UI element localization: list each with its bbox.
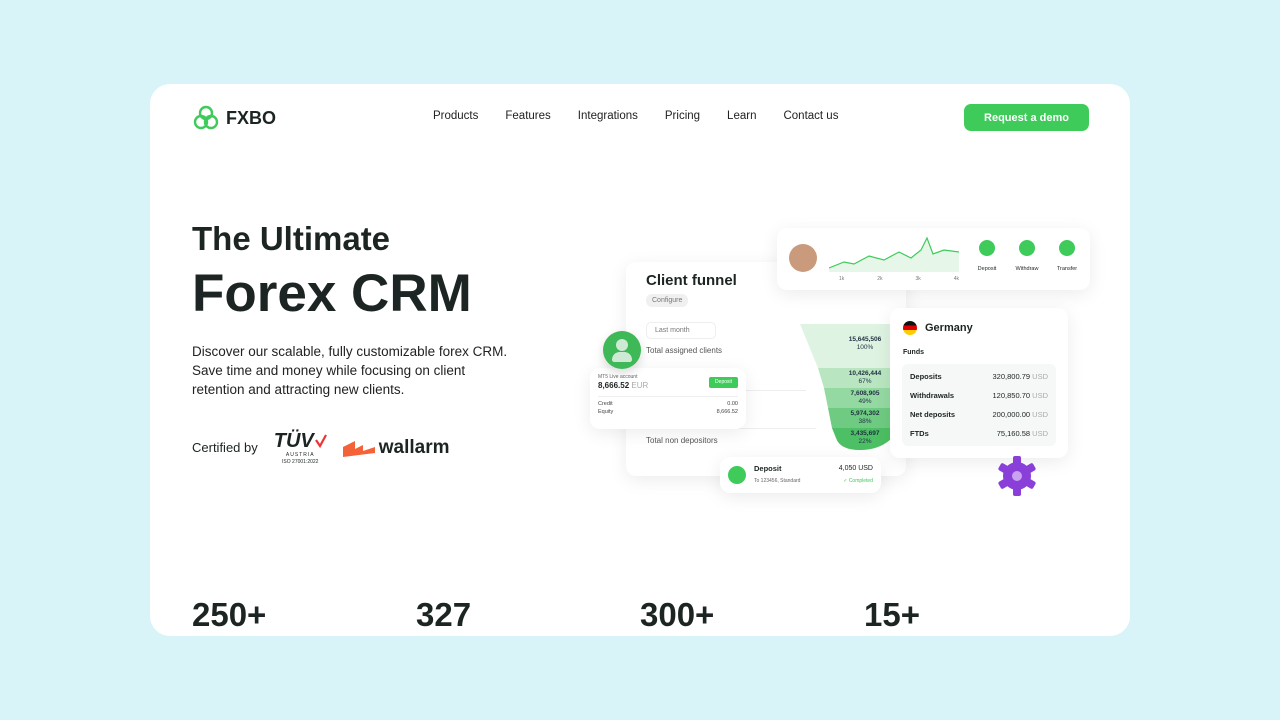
nav-features[interactable]: Features <box>505 110 551 122</box>
hero-description: Discover our scalable, fully customizabl… <box>192 344 508 397</box>
brand-name: FXBO <box>226 107 277 128</box>
fxbo-logo-icon <box>193 105 219 130</box>
funds-row: Deposits 320,800.79 USD <box>910 372 1048 381</box>
funnel-label-4: 5,974,302 38% <box>850 410 880 425</box>
deposit-icon <box>728 466 746 484</box>
funnel-segment-2 <box>818 368 892 388</box>
stat-2: 327 <box>416 596 472 633</box>
stat-3: 300+ <box>640 596 715 633</box>
tuv-check-icon <box>314 434 327 448</box>
wallarm-text: wallarm <box>378 437 450 458</box>
deposit-action[interactable]: Deposit <box>971 240 1003 273</box>
deposit-status: ✓ Completed <box>843 478 873 484</box>
nav-products[interactable]: Products <box>433 110 479 122</box>
funds-table: Deposits 320,800.79 USD Withdrawals 120,85… <box>902 364 1056 446</box>
funnel-segment-5 <box>832 428 892 450</box>
account-name: MT5 Live account <box>598 374 638 380</box>
total-assigned-label: Total assigned clients <box>646 346 723 355</box>
avatar <box>789 244 817 272</box>
funnel-label-1: 15,645,506 100% <box>848 336 882 351</box>
credit-row: Credit 0.00 <box>598 401 738 407</box>
funnel-label-5: 3,435,697 22% <box>850 430 880 445</box>
hero-title-line2: Forex CRM <box>192 264 472 323</box>
sparkline-ticks: 1k 2k 3k 4k <box>839 276 959 282</box>
nav-contact[interactable]: Contact us <box>783 110 839 122</box>
funds-row: FTDs 75,160.58 USD <box>910 429 1048 438</box>
stat-1: 250+ <box>192 596 267 633</box>
certified-label: Certified by <box>192 440 258 455</box>
request-demo-button[interactable]: Request a demo <box>964 104 1089 131</box>
funnel-title: Client funnel <box>646 272 737 289</box>
funds-row: Net deposits 200,000.00 USD <box>910 410 1048 419</box>
withdraw-action[interactable]: Withdraw <box>1011 240 1043 273</box>
transfer-action[interactable]: Transfer <box>1051 240 1083 273</box>
certifications: Certified by TÜV AUSTRIA ISO 27001:2022 … <box>192 430 450 466</box>
funnel-label-2: 10,426,444 67% <box>848 370 882 385</box>
sparkline-chart <box>829 236 959 272</box>
country-panel: Germany Funds Deposits 320,800.79 USD Wit… <box>890 308 1068 458</box>
funds-row: Withdrawals 120,850.70 USD <box>910 391 1048 400</box>
account-balance: 8,666.52 EUR <box>598 381 649 390</box>
funnel-segment-4 <box>828 408 892 428</box>
funds-label: Funds <box>903 349 924 356</box>
user-icon <box>603 331 641 369</box>
germany-flag-icon <box>903 321 917 335</box>
landing-card: FXBO Products Features Integrations Pric… <box>150 84 1130 636</box>
deposit-title: Deposit <box>754 464 782 473</box>
stat-4: 15+ <box>864 596 920 633</box>
funnel-label-3: 7,608,905 49% <box>850 390 880 405</box>
tuv-subtitle: AUSTRIA <box>285 452 315 458</box>
profile-panel: 1k 2k 3k 4k Deposit Withdraw Transfer <box>777 228 1090 290</box>
profile-actions: Deposit Withdraw Transfer <box>971 240 1083 273</box>
wallarm-logo: wallarm <box>342 437 450 459</box>
main-nav: Products Features Integrations Pricing L… <box>433 110 838 122</box>
configure-button[interactable]: Configure <box>646 294 689 307</box>
period-select[interactable]: Last month <box>646 322 716 339</box>
logo[interactable]: FXBO <box>192 104 276 132</box>
funnel-segment-1 <box>800 324 892 368</box>
total-non-depositors-label: Total non depositors <box>646 436 718 445</box>
deposit-subtitle: To 123456, Standard <box>754 478 801 484</box>
deposit-amount: 4,050 USD <box>838 465 873 472</box>
nav-integrations[interactable]: Integrations <box>577 110 638 122</box>
deposit-notification: Deposit To 123456, Standard 4,050 USD ✓ … <box>720 457 881 493</box>
nav-pricing[interactable]: Pricing <box>664 110 701 122</box>
tuv-logo: TÜV AUSTRIA ISO 27001:2022 <box>274 430 327 466</box>
tuv-iso: ISO 27001:2022 <box>282 459 319 465</box>
equity-row: Equity 8,666.52 <box>598 409 738 415</box>
country-name: Germany <box>925 322 973 334</box>
wallarm-mark-icon <box>342 441 375 457</box>
balance-deposit-button[interactable]: Deposit <box>709 377 738 388</box>
hero-title-line1: The Ultimate <box>192 220 391 257</box>
nav-learn[interactable]: Learn <box>727 110 757 122</box>
funnel-segment-3 <box>824 388 892 408</box>
gear-icon <box>998 456 1036 496</box>
funnel-chart <box>800 324 892 450</box>
tuv-text: TÜV <box>273 430 314 452</box>
account-balance-panel: MT5 Live account 8,666.52 EUR Deposit Cr… <box>590 368 746 429</box>
